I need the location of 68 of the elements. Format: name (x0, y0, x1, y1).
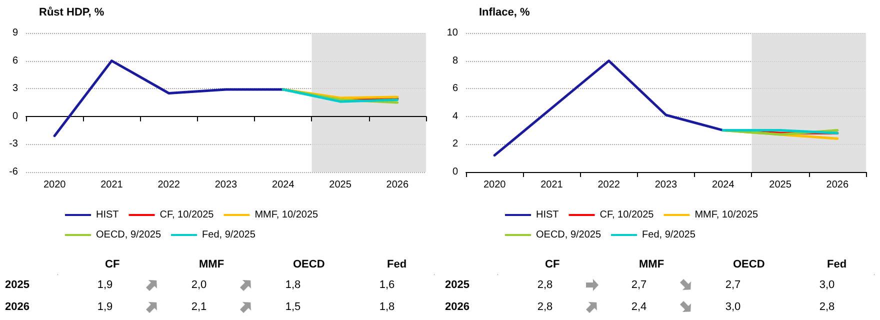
x-tick-label: MMF (199, 258, 224, 270)
x-tick-label: 2024 (712, 180, 735, 190)
chart-title: Inflace, % (479, 6, 530, 18)
line-series (53, 60, 284, 138)
x-tick-label: 2022 (598, 180, 620, 190)
data-label: 2,7 (631, 279, 647, 291)
y-tick-label: -3 (9, 138, 18, 150)
x-tick-label: Fed (827, 258, 847, 270)
x-tick-label: 2025 (329, 180, 352, 190)
data-label: 3,0 (819, 279, 835, 291)
y-tick-label: 4 (452, 110, 458, 122)
data-label: 1,8 (285, 279, 301, 291)
legend-label: CF, 10/2025 (600, 210, 654, 220)
chart-title: Růst HDP, % (39, 6, 104, 18)
y-tick-label: 3 (12, 83, 18, 94)
data-label: 1,8 (379, 301, 395, 313)
legend-label: CF, 10/2025 (160, 210, 214, 220)
data-label: 1,5 (285, 301, 301, 313)
legend-label: Fed, 9/2025 (202, 230, 256, 240)
x-tick-label: MMF (639, 258, 664, 270)
legend-label: MMF, 10/2025 (254, 210, 319, 220)
data-label: 1,9 (97, 301, 113, 313)
x-tick-label: 2023 (214, 180, 238, 190)
data-label: 2,8 (537, 279, 553, 291)
x-tick-label: 2021 (540, 180, 564, 190)
y-tick-label: 8 (452, 55, 458, 66)
x-tick-label: OECD (733, 258, 765, 270)
x-tick-label: 2023 (654, 180, 678, 190)
y-tick-label: 2026 (445, 301, 470, 313)
y-tick-label: -6 (9, 166, 18, 178)
y-tick-label: 2 (452, 138, 458, 150)
line-series (493, 60, 724, 157)
x-tick-label: Fed (387, 258, 407, 270)
data-label: 3,0 (725, 301, 741, 313)
legend-label: MMF, 10/2025 (694, 210, 759, 220)
x-tick-label: 2021 (100, 180, 124, 190)
y-tick-label: 2026 (5, 301, 30, 313)
y-tick-label: 0 (452, 166, 458, 178)
x-tick-label: 2024 (272, 180, 295, 190)
data-label: 1,6 (379, 279, 395, 291)
x-tick-label: 2020 (483, 180, 506, 190)
x-tick-label: CF (105, 258, 120, 270)
y-tick-label: 6 (452, 83, 458, 94)
y-tick-label: 9 (12, 28, 18, 38)
y-tick-label: 2025 (5, 279, 30, 291)
data-label: 1,9 (97, 279, 113, 291)
data-label: 2,7 (725, 279, 741, 291)
data-label: 2,1 (191, 301, 207, 313)
legend-label: OECD, 9/2025 (96, 230, 162, 240)
x-tick-label: 2022 (158, 180, 180, 190)
data-label: 2,4 (631, 301, 647, 313)
x-tick-label: CF (545, 258, 560, 270)
legend-label: OECD, 9/2025 (536, 230, 602, 240)
y-tick-label: 2025 (445, 279, 470, 291)
data-label: 2,8 (819, 301, 835, 313)
data-label: 2,8 (537, 301, 553, 313)
y-tick-label: 0 (12, 110, 18, 122)
legend-label: HIST (96, 210, 119, 220)
x-tick-label: OECD (293, 258, 325, 270)
legend-label: HIST (536, 210, 559, 220)
y-tick-label: 6 (12, 55, 18, 66)
x-tick-label: 2025 (769, 180, 792, 190)
y-tick-label: 10 (446, 28, 458, 38)
x-tick-label: 2026 (386, 180, 409, 190)
legend-label: Fed, 9/2025 (642, 230, 696, 240)
data-label: 2,0 (191, 279, 207, 291)
x-tick-label: 2020 (43, 180, 66, 190)
x-tick-label: 2026 (826, 180, 849, 190)
